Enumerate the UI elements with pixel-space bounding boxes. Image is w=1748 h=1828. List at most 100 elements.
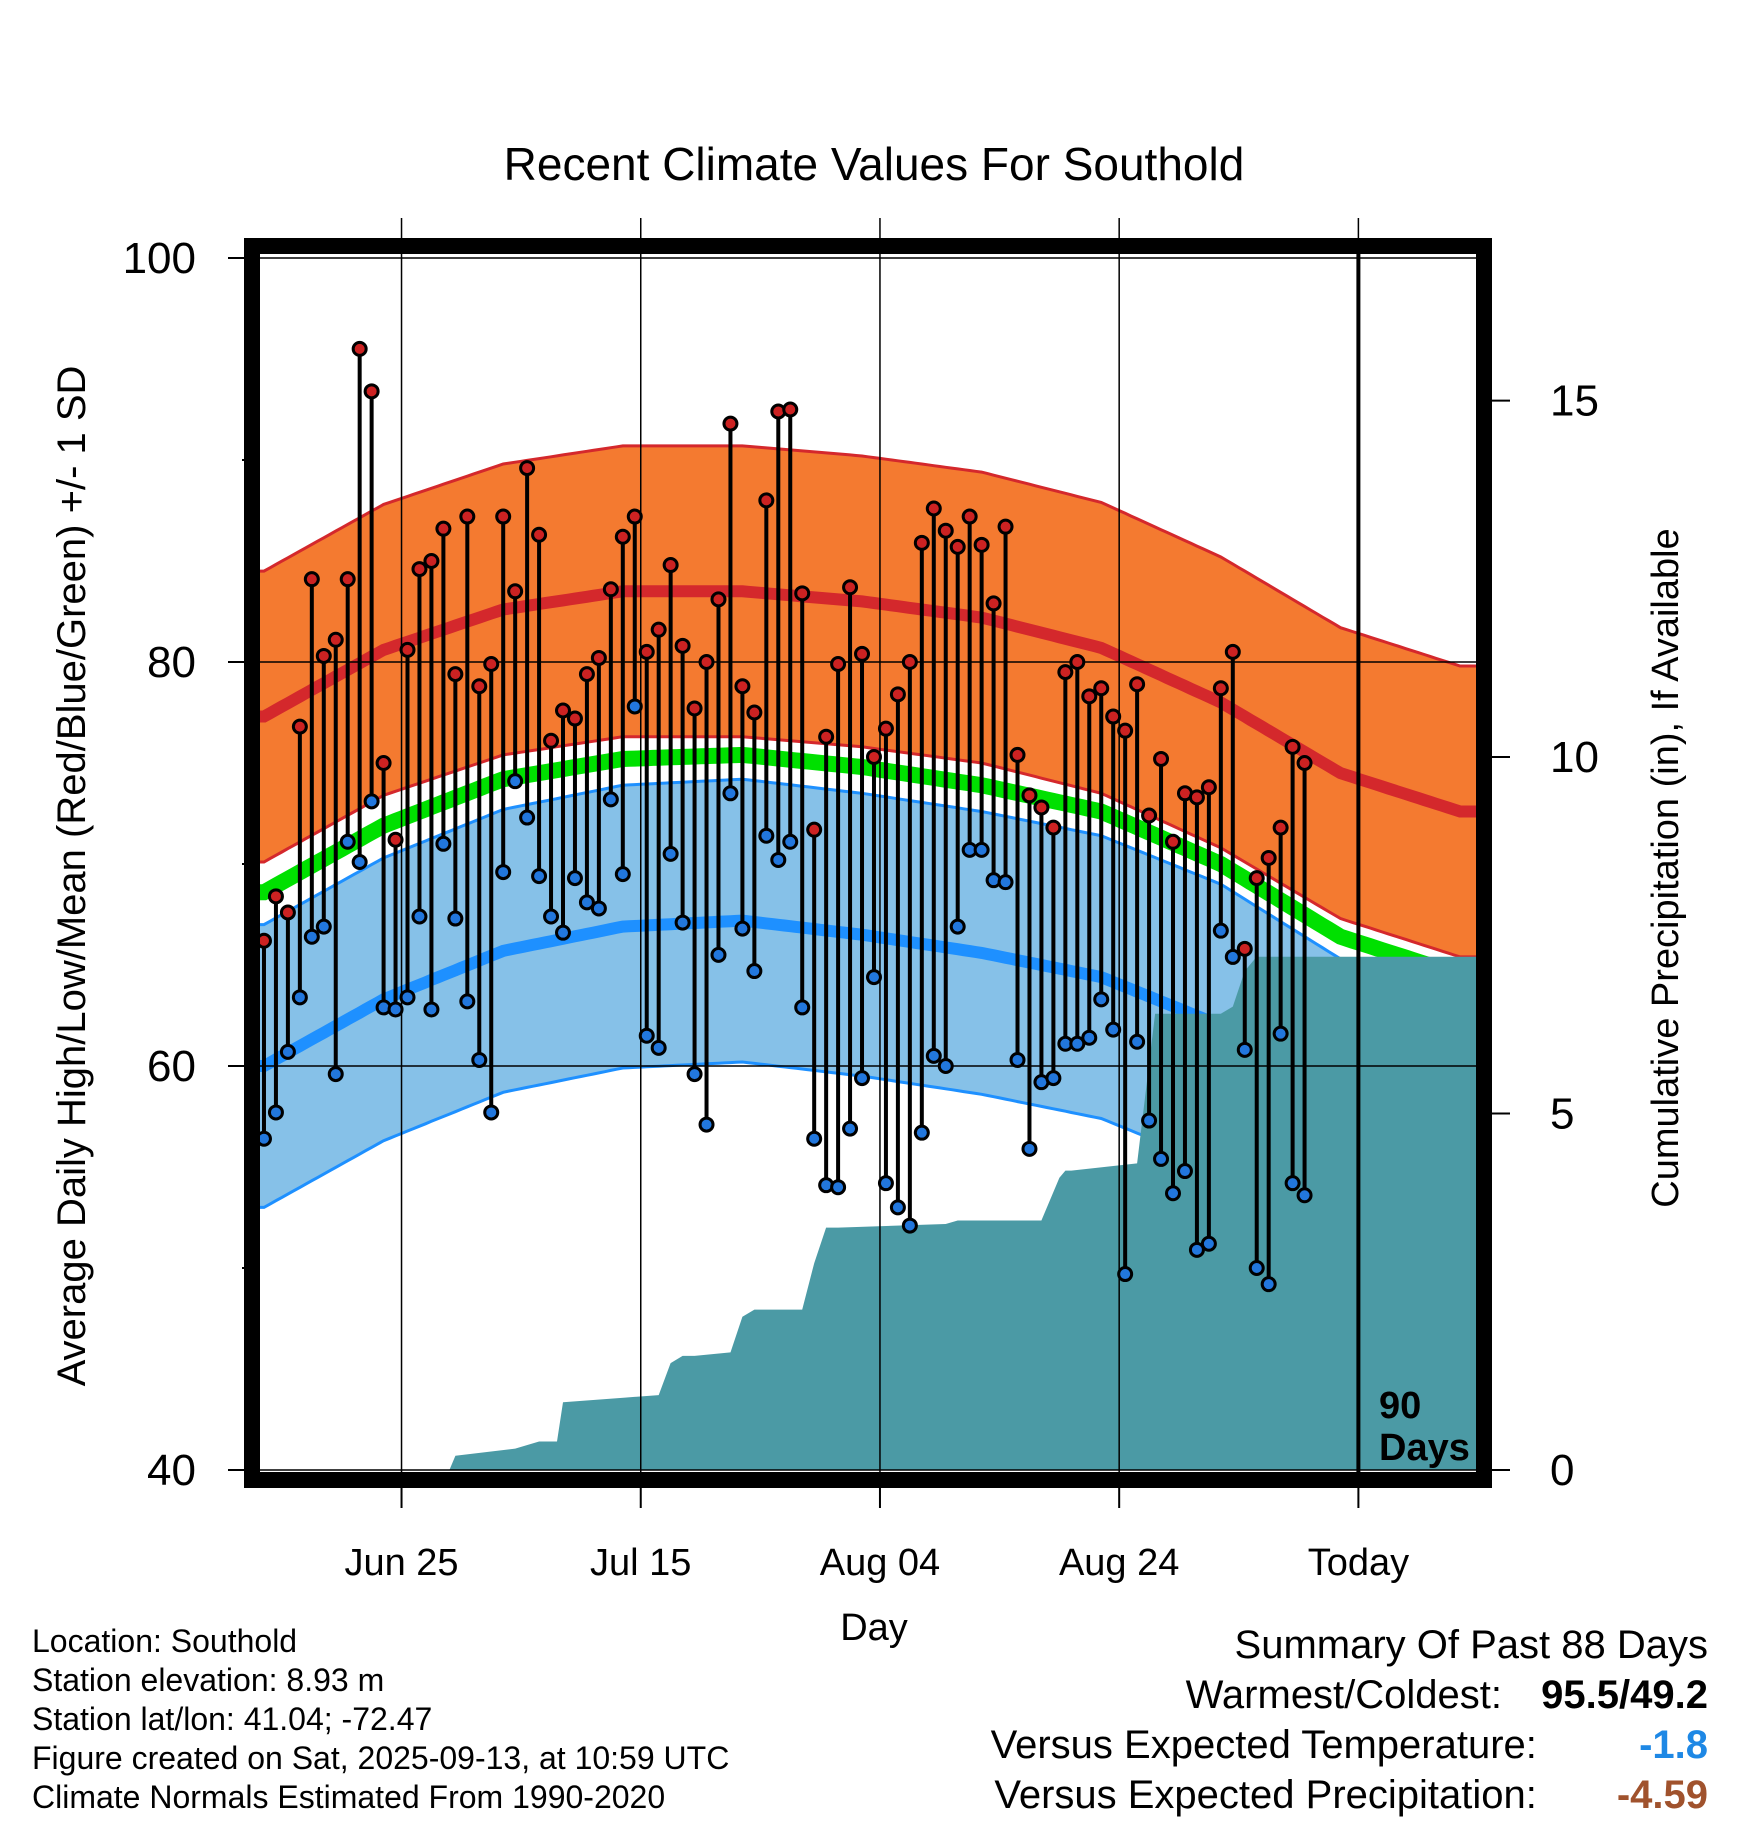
daily-high-dot bbox=[543, 732, 560, 749]
warm-cold-label: Warmest/Coldest: bbox=[1185, 1673, 1503, 1717]
daily-high-dot bbox=[1200, 779, 1217, 796]
daily-high-dot bbox=[1296, 755, 1313, 771]
daily-high-dot bbox=[1260, 849, 1277, 866]
daily-high-dot bbox=[913, 534, 930, 551]
daily-high-dot bbox=[435, 520, 452, 537]
daily-low-dot bbox=[411, 908, 428, 925]
daily-low-dot bbox=[483, 1104, 500, 1121]
daily-low-dot bbox=[531, 868, 548, 885]
daily-high-dot bbox=[483, 656, 500, 673]
daily-high-dot bbox=[877, 720, 894, 737]
daily-high-dot bbox=[447, 666, 464, 683]
daily-high-dot bbox=[1045, 819, 1062, 836]
daily-low-dot bbox=[734, 920, 751, 937]
daily-high-dot bbox=[590, 649, 607, 666]
x-tick-label: Aug 04 bbox=[820, 1542, 940, 1584]
daily-high-dot bbox=[889, 686, 906, 703]
warm-cold-value: 95.5/49.2 bbox=[1541, 1670, 1708, 1720]
high-band-upper-edge bbox=[258, 444, 1478, 668]
daily-high-dot bbox=[710, 591, 727, 608]
daily-low-dot bbox=[698, 1116, 715, 1133]
daily-high-dot bbox=[519, 460, 536, 477]
daily-high-dot bbox=[1248, 870, 1265, 887]
daily-low-dot bbox=[925, 1047, 942, 1064]
daily-low-dot bbox=[566, 870, 583, 887]
daily-high-dot bbox=[901, 654, 918, 670]
created-text: Figure created on Sat, 2025-09-13, at 10… bbox=[32, 1740, 730, 1776]
daily-low-dot bbox=[1009, 1051, 1026, 1068]
daily-low-dot bbox=[1212, 922, 1229, 939]
daily-low-dot bbox=[387, 1001, 404, 1018]
daily-high-dot bbox=[1141, 807, 1158, 824]
station-info: Location: Southold Station elevation: 8.… bbox=[32, 1622, 729, 1817]
daily-high-dot bbox=[1069, 654, 1086, 670]
daily-low-dot bbox=[459, 993, 476, 1010]
daily-stems bbox=[261, 348, 1307, 1285]
daily-low-dot bbox=[865, 969, 882, 986]
daily-low-dot bbox=[674, 914, 691, 931]
summary-warm-cold-row: Warmest/Coldest: 95.5/49.2 bbox=[991, 1670, 1708, 1720]
daily-high-dot bbox=[507, 583, 524, 600]
x-tick-label: Jun 25 bbox=[344, 1542, 458, 1584]
daily-low-dot bbox=[303, 928, 320, 945]
daily-high-dot bbox=[531, 526, 548, 543]
daily-low-dot bbox=[889, 1199, 906, 1216]
daily-high-dot bbox=[279, 904, 296, 921]
daily-low-dot bbox=[327, 1066, 344, 1083]
normals-text: Climate Normals Estimated From 1990-2020 bbox=[32, 1779, 666, 1815]
daily-low-dot bbox=[973, 841, 990, 858]
daily-low-dot bbox=[901, 1217, 918, 1234]
daily-low-dot bbox=[913, 1124, 930, 1141]
daily-low-dot bbox=[1200, 1235, 1217, 1252]
normal-high-line bbox=[258, 585, 1478, 818]
daily-high-dot bbox=[303, 571, 320, 588]
axes: 40 60 80 100 0 5 10 15 Jun 25 Jul 15 Aug 04 Aug 24 T… bbox=[123, 234, 1599, 1584]
daily-low-dot bbox=[507, 773, 524, 790]
daily-low-dot bbox=[1260, 1276, 1277, 1293]
y-tick-label: 80 bbox=[147, 638, 196, 687]
daily-low-dot bbox=[1069, 1035, 1086, 1052]
latlon-text: Station lat/lon: 41.04; -72.47 bbox=[32, 1701, 433, 1737]
temp-versus-label: Versus Expected Temperature: bbox=[990, 1723, 1537, 1767]
daily-high-dot bbox=[1021, 787, 1038, 804]
daily-high-dot bbox=[961, 508, 978, 525]
daily-high-dot bbox=[495, 508, 512, 525]
daily-high-dot bbox=[686, 700, 703, 717]
daily-low-dot bbox=[351, 853, 368, 870]
daily-high-dot bbox=[674, 637, 691, 654]
daily-low-dot bbox=[949, 918, 966, 935]
y2-tick-label: 5 bbox=[1550, 1090, 1574, 1139]
daily-low-dot bbox=[555, 924, 571, 941]
normal-mean-line bbox=[258, 746, 1478, 984]
daily-high-dot bbox=[423, 553, 440, 569]
daily-low-dot bbox=[854, 1070, 871, 1087]
daily-high-dot bbox=[1165, 833, 1181, 850]
daily-high-dot bbox=[1188, 789, 1205, 806]
daily-high-dot bbox=[650, 621, 667, 638]
daily-low-dot bbox=[1105, 1021, 1122, 1038]
daily-high-dot bbox=[291, 718, 308, 735]
summary-precip-row: Versus Expected Precipitation: -4.59 bbox=[991, 1770, 1708, 1820]
daily-high-dot bbox=[1117, 722, 1134, 739]
daily-low-dot bbox=[1224, 948, 1241, 965]
daily-low-dot bbox=[638, 1027, 655, 1044]
daily-dots bbox=[255, 340, 1313, 1293]
daily-high-dot bbox=[1224, 643, 1241, 660]
daily-high-dot bbox=[818, 728, 835, 745]
daily-low-dot bbox=[842, 1120, 859, 1137]
daily-low-dot bbox=[495, 864, 512, 881]
daily-high-dot bbox=[794, 585, 811, 602]
daily-low-dot bbox=[1117, 1266, 1134, 1283]
daily-low-dot bbox=[662, 845, 679, 862]
daily-low-dot bbox=[543, 908, 560, 925]
daily-low-dot bbox=[806, 1130, 823, 1147]
daily-low-dot bbox=[291, 989, 308, 1006]
daily-low-dot bbox=[435, 835, 452, 852]
daily-high-dot bbox=[1009, 746, 1026, 763]
daily-high-dot bbox=[1057, 664, 1074, 681]
daily-high-dot bbox=[842, 579, 859, 596]
y-axis-label: Average Daily High/Low/Mean (Red/Blue/Gr… bbox=[50, 366, 94, 1387]
daily-high-dot bbox=[1129, 676, 1146, 693]
elevation-text: Station elevation: 8.93 m bbox=[32, 1662, 385, 1698]
daily-low-dot bbox=[602, 791, 619, 808]
